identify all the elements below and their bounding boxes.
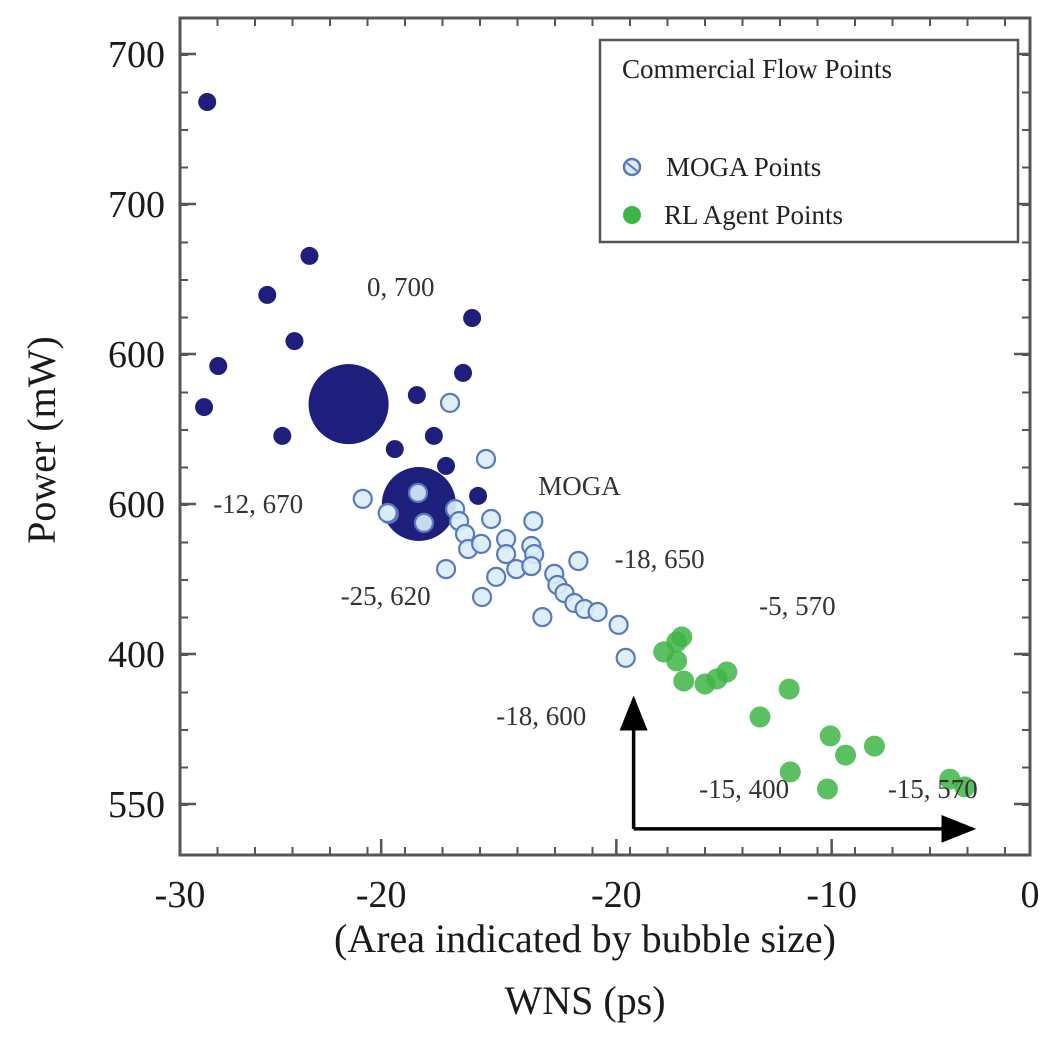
moga-point (496, 543, 517, 565)
commercial-point (437, 456, 456, 475)
moga-point (407, 482, 429, 503)
moga-point (615, 647, 636, 669)
y-tick-label: 600 (108, 484, 165, 526)
rl-agent-point (816, 778, 838, 800)
commercial-point (258, 285, 277, 304)
annotation-label: -15, 400 (699, 774, 789, 804)
y-tick-label: 700 (108, 34, 165, 76)
moga-point (568, 550, 589, 572)
annotation-label: -25, 620 (341, 581, 431, 611)
moga-point (608, 614, 629, 636)
annotation-label: -5, 570 (759, 591, 836, 621)
y-axis-title: Power (mW) (19, 336, 64, 544)
rl-agent-point (666, 650, 688, 672)
commercial-point (424, 426, 443, 445)
y-tick-label: 400 (108, 634, 165, 676)
annotation-label: MOGA (538, 471, 621, 501)
y-tick-label: 700 (108, 184, 165, 226)
commercial-point (381, 467, 456, 541)
legend-box (598, 38, 1020, 244)
legend-moga-label: MOGA Points (666, 152, 821, 182)
plot-frame (178, 16, 1032, 857)
x-axis-note: (Area indicated by bubble size) (334, 916, 836, 961)
axis-ticks: -30 -20 -20 -10 0 700 700 600 600 400 550 (108, 18, 1040, 916)
moga-point (521, 555, 542, 577)
commercial-point (300, 246, 319, 265)
commercial-point (385, 440, 404, 459)
annotation-label: -12, 670 (213, 489, 303, 519)
rl-agent-point (835, 744, 857, 766)
annotations: 0, 700 MOGA -12, 670 -18, 650 -25, 620 -5, 57… (213, 272, 978, 804)
x-tick-label: 0 (1021, 874, 1040, 916)
annotation-label: 0, 700 (367, 272, 435, 302)
moga-point (587, 601, 608, 623)
legend: Commercial Flow Points MOGA Points RL Ag… (598, 38, 1020, 244)
moga-point (481, 508, 502, 530)
y-tick-label: 600 (108, 334, 165, 376)
legend-title: Commercial Flow Points (622, 54, 892, 84)
moga-point (532, 606, 553, 628)
commercial-point (454, 363, 473, 382)
annotation-label: -18, 650 (615, 544, 705, 574)
annotation-label: -15, 570 (888, 774, 978, 804)
rl-agent-point (778, 678, 800, 700)
x-tick-label: -30 (155, 874, 206, 916)
legend-rl-label: RL Agent Points (664, 200, 843, 230)
rl-agent-point (716, 661, 738, 683)
rl-agent-point (749, 706, 771, 728)
moga-point (377, 502, 398, 524)
moga-point (439, 392, 461, 413)
legend-moga-marker-slash (626, 162, 638, 172)
x-axis-title: WNS (ps) (504, 978, 665, 1023)
commercial-point (209, 357, 228, 375)
data-points (195, 93, 976, 800)
commercial-point (273, 426, 292, 445)
rl-agent-point (863, 735, 885, 757)
commercial-point (285, 332, 304, 351)
moga-point (486, 566, 507, 588)
x-tick-label: -20 (591, 874, 642, 916)
moga-point (413, 512, 435, 534)
moga-point (435, 558, 457, 580)
annotation-label: -18, 600 (496, 701, 586, 731)
moga-point (523, 510, 544, 532)
moga-point (471, 586, 493, 608)
commercial-point (195, 398, 214, 417)
commercial-point (463, 309, 482, 327)
legend-rl-marker (623, 206, 641, 224)
commercial-point (407, 386, 426, 405)
rl-agent-point (779, 761, 801, 783)
rl-agent-point (673, 670, 695, 692)
moga-point (475, 448, 497, 470)
y-tick-label: 550 (108, 784, 165, 826)
commercial-point (198, 93, 217, 111)
commercial-point (469, 486, 488, 505)
x-tick-label: -20 (356, 874, 407, 916)
commercial-point (308, 364, 389, 445)
direction-arrows (619, 695, 977, 843)
rl-agent-point (819, 725, 841, 747)
rl-agent-point (954, 776, 976, 798)
moga-point (471, 533, 492, 555)
moga-point (352, 488, 373, 509)
x-tick-label: -10 (806, 874, 857, 916)
